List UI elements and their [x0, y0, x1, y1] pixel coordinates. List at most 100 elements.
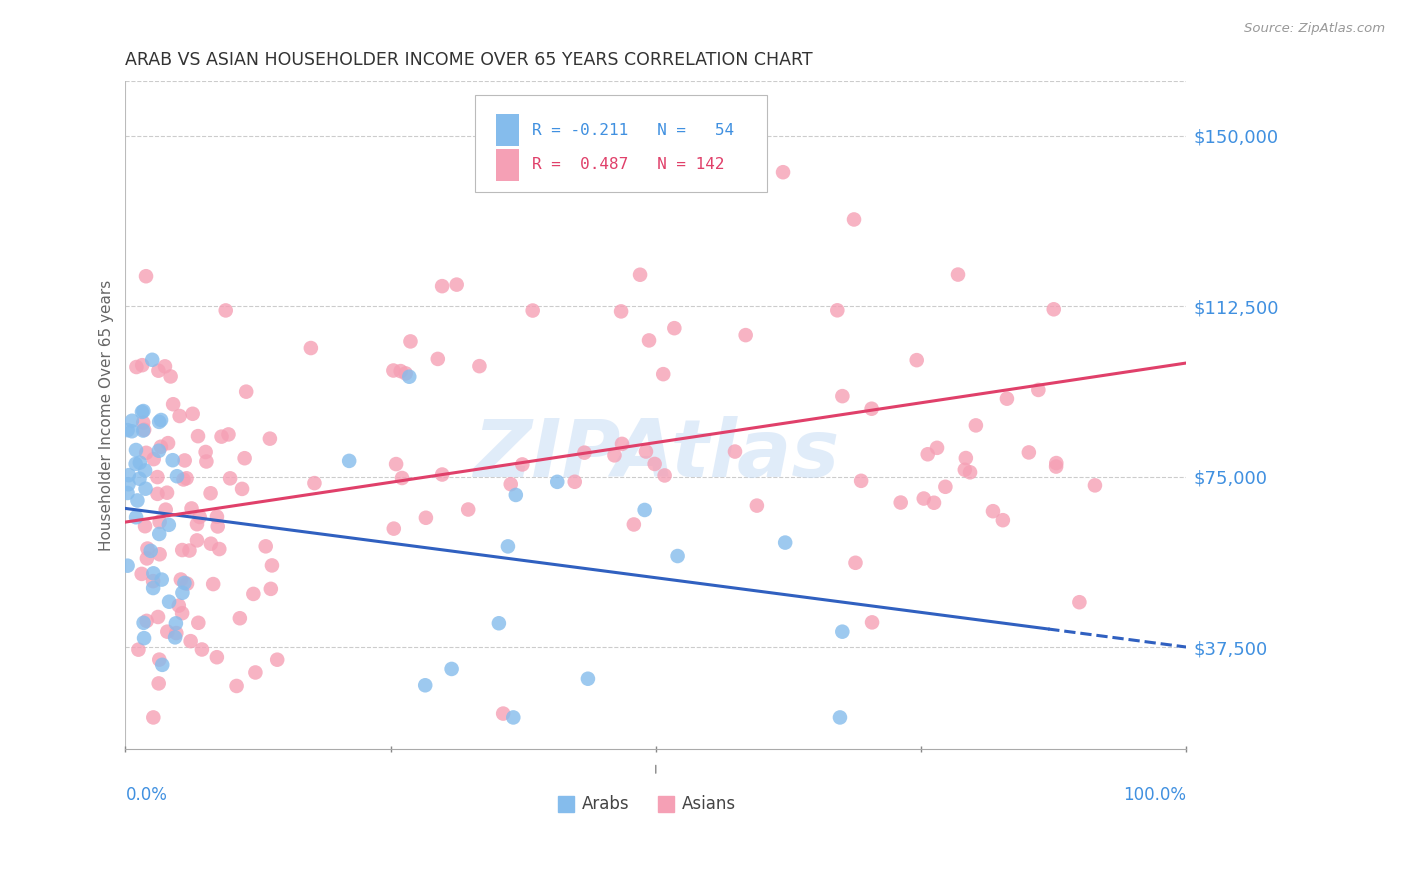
Point	[233, 451, 256, 466]
Point	[208, 542, 231, 557]
Point	[135, 482, 157, 496]
Point	[205, 650, 228, 665]
Point	[610, 304, 633, 318]
Point	[162, 397, 184, 411]
Point	[180, 501, 202, 516]
Point	[159, 369, 181, 384]
Point	[136, 541, 159, 556]
Point	[1028, 383, 1050, 397]
Point	[912, 491, 935, 506]
Point	[169, 409, 191, 423]
Point	[121, 414, 143, 428]
Point	[148, 364, 170, 378]
Point	[844, 556, 866, 570]
Point	[146, 487, 169, 501]
Point	[156, 624, 179, 639]
Text: R = -0.211   N =   54: R = -0.211 N = 54	[531, 122, 734, 137]
Point	[142, 452, 165, 467]
Point	[128, 456, 150, 470]
Point	[176, 576, 198, 591]
Point	[399, 334, 422, 349]
Point	[245, 665, 267, 680]
Point	[142, 581, 165, 595]
Point	[172, 586, 194, 600]
Point	[1069, 595, 1091, 609]
Point	[499, 477, 522, 491]
Point	[446, 277, 468, 292]
Point	[149, 547, 172, 561]
Point	[831, 624, 853, 639]
Point	[965, 418, 987, 433]
Point	[165, 626, 187, 640]
Point	[148, 652, 170, 666]
Point	[157, 517, 180, 532]
Point	[426, 351, 449, 366]
Point	[142, 566, 165, 581]
Text: R =  0.487   N = 142: R = 0.487 N = 142	[531, 157, 724, 172]
Point	[125, 510, 148, 524]
Point	[953, 463, 976, 477]
Point	[304, 476, 326, 491]
Point	[135, 551, 157, 566]
Point	[117, 477, 139, 491]
Point	[141, 352, 163, 367]
Point	[146, 610, 169, 624]
Point	[934, 480, 956, 494]
Point	[260, 582, 283, 596]
Point	[628, 268, 651, 282]
Point	[391, 471, 413, 485]
Point	[510, 458, 533, 472]
Point	[142, 574, 165, 588]
Point	[157, 436, 180, 450]
Point	[917, 447, 939, 461]
Point	[395, 367, 418, 381]
Point	[127, 642, 149, 657]
Point	[179, 543, 201, 558]
Point	[925, 441, 948, 455]
Point	[149, 440, 172, 454]
Point	[211, 429, 233, 443]
Point	[118, 468, 141, 483]
Point	[132, 631, 155, 645]
Point	[127, 493, 149, 508]
Point	[505, 488, 527, 502]
Point	[522, 303, 544, 318]
Point	[117, 558, 139, 573]
Point	[1042, 302, 1064, 317]
Point	[150, 657, 173, 672]
Point	[200, 486, 222, 500]
Point	[946, 268, 969, 282]
Point	[502, 710, 524, 724]
Point	[991, 513, 1014, 527]
Point	[117, 486, 139, 500]
Point	[217, 427, 239, 442]
Point	[492, 706, 515, 721]
Point	[219, 471, 242, 485]
Point	[385, 457, 408, 471]
Point	[229, 611, 252, 625]
Point	[195, 454, 218, 468]
Point	[173, 473, 195, 487]
Point	[415, 510, 437, 524]
Point	[654, 468, 676, 483]
Point	[148, 676, 170, 690]
Point	[995, 392, 1018, 406]
Point	[146, 470, 169, 484]
Point	[610, 437, 633, 451]
Point	[173, 576, 195, 591]
Point	[398, 369, 420, 384]
Point	[299, 341, 322, 355]
Point	[922, 496, 945, 510]
Point	[165, 616, 187, 631]
Point	[155, 502, 177, 516]
Point	[827, 303, 849, 318]
Point	[131, 566, 153, 581]
Point	[666, 549, 689, 563]
Point	[150, 413, 173, 427]
Point	[121, 424, 143, 438]
Point	[633, 503, 655, 517]
Point	[382, 363, 405, 377]
Point	[162, 453, 184, 467]
Point	[734, 328, 756, 343]
Point	[638, 334, 661, 348]
